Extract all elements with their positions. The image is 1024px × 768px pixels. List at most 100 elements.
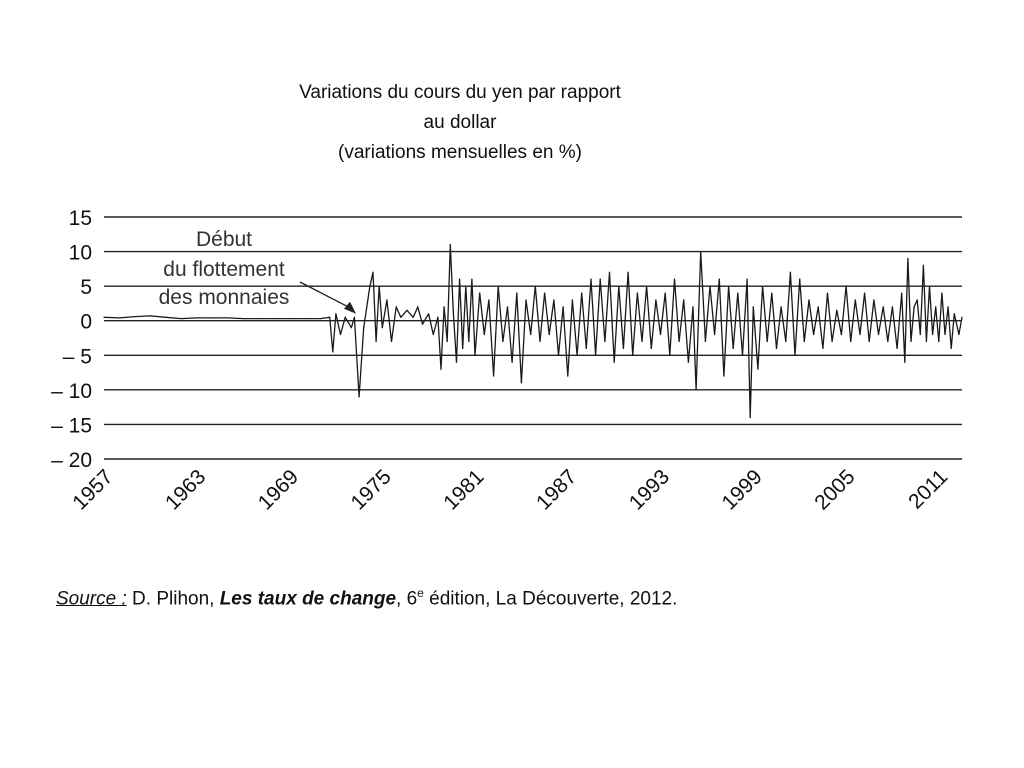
data-point [180, 318, 182, 320]
data-point [749, 416, 751, 419]
data-point [944, 333, 946, 336]
data-point [953, 313, 955, 315]
series-group [103, 244, 963, 419]
y-tick-label: – 20 [51, 449, 92, 472]
data-point [757, 368, 759, 370]
data-point [375, 340, 377, 343]
data-point [165, 316, 167, 318]
data-point [483, 333, 485, 336]
data-point [595, 354, 597, 356]
data-point [332, 351, 334, 353]
annotation-arrow-line [299, 281, 353, 310]
data-point [134, 315, 136, 318]
data-point [468, 340, 470, 343]
data-point [799, 278, 801, 280]
y-tick-label: 10 [69, 242, 92, 265]
data-point [339, 333, 342, 336]
data-point [149, 315, 151, 317]
data-point [350, 327, 352, 329]
data-point [775, 347, 778, 349]
data-point [741, 354, 744, 356]
data-point [390, 340, 393, 343]
x-tick-label: 1999 [718, 465, 767, 514]
chart-title-line-2: au dollar [423, 112, 497, 133]
x-tick-label: 1957 [68, 465, 117, 514]
data-point [932, 333, 934, 336]
y-tick-label: – 5 [63, 345, 92, 368]
data-point [840, 333, 843, 336]
data-point [319, 318, 322, 320]
y-axis-ticks: 15 10 5 0 – 5 – 10 – 15 – 20 [51, 207, 92, 472]
data-point [669, 354, 671, 356]
data-point [421, 323, 424, 325]
data-point [455, 361, 458, 363]
data-point [432, 333, 434, 336]
data-point [808, 299, 810, 301]
data-point [437, 316, 439, 318]
data-point [590, 278, 592, 280]
data-point [732, 347, 734, 349]
data-point [428, 313, 430, 315]
y-tick-label: – 15 [51, 414, 92, 437]
data-point [452, 313, 454, 315]
data-point [632, 354, 634, 356]
data-point [516, 292, 518, 294]
data-point [678, 340, 680, 343]
data-point [488, 299, 490, 301]
source-edition-number: , 6 [396, 588, 418, 610]
data-point [506, 306, 509, 308]
data-point [919, 333, 921, 336]
annotation-label: du flottement [163, 258, 285, 281]
data-point [395, 306, 397, 308]
y-tick-label: 15 [69, 207, 92, 230]
source-edition-superscript: e [417, 586, 424, 600]
data-point [534, 285, 536, 287]
data-point [118, 317, 121, 319]
source-book-title: Les taux de change [219, 588, 397, 610]
data-point [650, 347, 652, 349]
data-point [599, 278, 601, 280]
data-point [344, 316, 346, 318]
x-tick-label: 2005 [810, 465, 859, 514]
data-point [700, 250, 702, 253]
data-point [761, 285, 764, 287]
data-point [864, 292, 866, 294]
data-point [511, 361, 513, 363]
data-point [659, 333, 662, 336]
data-point [465, 285, 467, 287]
data-point [812, 333, 815, 336]
data-point [449, 244, 451, 246]
chart-title-line-1: Variations du cours du yen par rapport [299, 82, 621, 103]
x-tick-label: 1969 [254, 465, 303, 514]
data-point [103, 316, 105, 318]
data-point [925, 340, 928, 343]
data-point [641, 340, 643, 343]
data-point [683, 299, 685, 301]
data-point [530, 333, 532, 336]
data-point [462, 347, 464, 349]
data-point [443, 306, 445, 308]
y-tick-label: 0 [80, 311, 92, 334]
data-point [608, 271, 611, 273]
data-point [737, 292, 739, 294]
data-point [766, 340, 768, 343]
data-point [692, 306, 694, 308]
data-point [718, 278, 720, 280]
data-point [854, 299, 856, 301]
data-point [746, 278, 748, 280]
data-point [901, 292, 903, 294]
data-point [887, 340, 889, 343]
annotation-label: Début [196, 228, 252, 251]
data-point [502, 340, 504, 343]
data-point [845, 285, 847, 287]
data-point [363, 327, 365, 329]
data-point [618, 285, 620, 287]
data-point [585, 347, 587, 349]
data-point [335, 313, 337, 315]
data-point [817, 306, 819, 308]
data-point [548, 333, 550, 336]
data-point [891, 306, 894, 308]
data-point [655, 299, 657, 301]
annotation-label: des monnaies [159, 286, 290, 309]
data-point [695, 389, 697, 391]
